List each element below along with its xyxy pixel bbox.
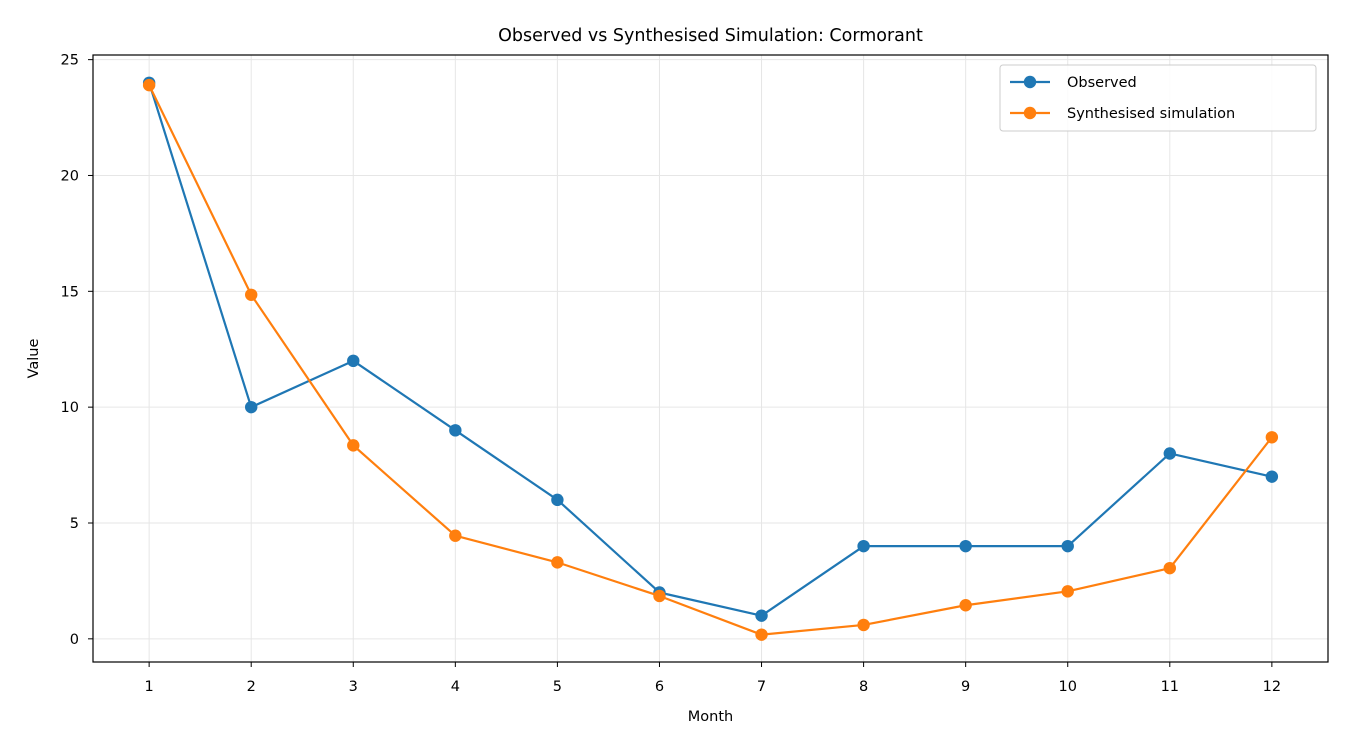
legend-label: Synthesised simulation [1067,106,1235,122]
data-point [857,539,870,553]
x-tick-label: 2 [247,679,256,695]
series-synthesised-simulation [142,78,1279,641]
y-tick-label: 15 [61,284,79,300]
data-point [1265,431,1279,444]
x-tick-label: 3 [349,679,358,695]
data-point [347,439,360,452]
data-point [551,493,564,507]
data-point [755,628,768,641]
x-tick-label: 1 [145,679,154,695]
x-tick-label: 6 [655,679,664,695]
chart-title: Observed vs Synthesised Simulation: Corm… [498,26,923,46]
legend-item: Synthesised simulation [1010,106,1235,122]
data-point [1265,470,1279,483]
data-point [959,539,972,553]
x-tick-label: 12 [1263,679,1281,695]
y-tick-label: 20 [61,168,79,184]
legend-marker [1023,106,1037,120]
x-tick-label: 11 [1161,679,1179,695]
legend: Observed Synthesised simulation [999,64,1317,132]
x-tick-label: 8 [859,679,868,695]
y-tick-label: 10 [61,400,79,416]
series-layer [142,76,1279,641]
series-line [148,82,1273,617]
y-axis-label: Value [26,339,42,379]
x-tick-label: 5 [553,679,562,695]
y-tick-label: 5 [70,516,79,532]
data-point [959,599,972,612]
y-tick-label: 25 [61,53,79,69]
data-point [653,589,666,603]
data-point [142,78,156,92]
plot-frame [92,54,1329,663]
x-tick-label: 4 [451,679,460,695]
data-point [1163,447,1176,460]
legend-item: Observed [1010,75,1137,91]
legend-label: Observed [1067,75,1137,91]
data-point [449,529,462,542]
data-point [245,288,258,301]
legend-box [999,64,1317,132]
data-point [1163,561,1176,575]
data-point [1061,585,1074,598]
x-tick-label: 7 [757,679,766,695]
x-tick-label: 10 [1059,679,1077,695]
grid [93,55,1328,662]
data-point [755,609,768,622]
legend-marker [1023,75,1037,89]
x-axis-label: Month [688,709,733,725]
data-point [449,424,462,437]
data-point [857,618,870,632]
data-point [347,354,360,368]
x-tick-label: 9 [961,679,970,695]
series-line [148,84,1273,636]
data-point [551,556,564,569]
data-point [245,400,258,414]
y-tick-label: 0 [70,632,79,648]
data-point [1061,539,1074,553]
